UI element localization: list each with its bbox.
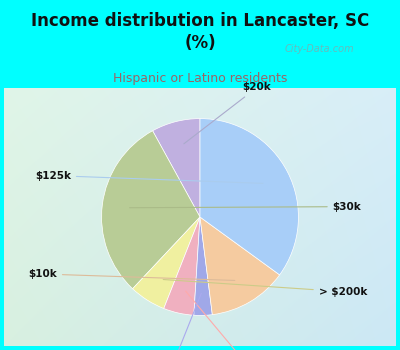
Wedge shape	[200, 119, 298, 275]
Wedge shape	[194, 217, 212, 315]
Text: $75k: $75k	[186, 291, 261, 350]
Text: City-Data.com: City-Data.com	[284, 44, 354, 54]
Text: $60k: $60k	[154, 293, 201, 350]
Wedge shape	[102, 131, 200, 289]
Wedge shape	[200, 217, 280, 315]
Wedge shape	[133, 217, 200, 308]
Text: $20k: $20k	[184, 83, 271, 144]
Wedge shape	[152, 119, 200, 217]
Text: Income distribution in Lancaster, SC
(%): Income distribution in Lancaster, SC (%)	[31, 12, 369, 52]
Text: $30k: $30k	[130, 202, 362, 212]
Text: Hispanic or Latino residents: Hispanic or Latino residents	[113, 72, 287, 85]
Wedge shape	[164, 217, 200, 315]
Text: $10k: $10k	[28, 269, 235, 280]
Text: $125k: $125k	[35, 170, 263, 183]
Text: > $200k: > $200k	[163, 280, 367, 296]
